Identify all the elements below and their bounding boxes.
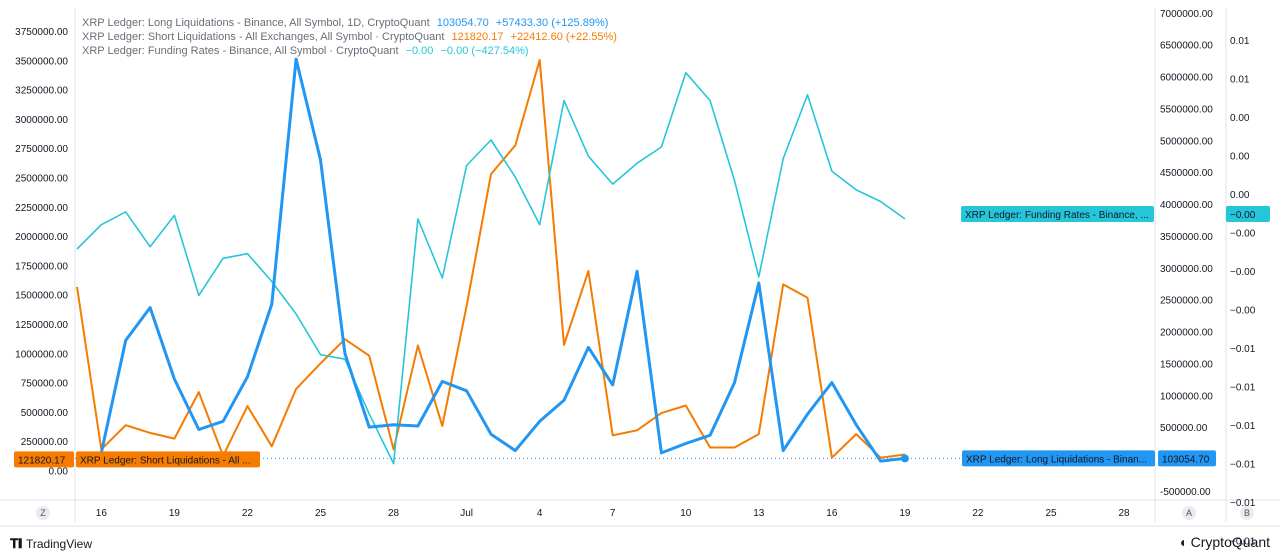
x-tick-label: 19 xyxy=(899,508,911,519)
right-axis-tick-label: −0.01 xyxy=(1230,460,1256,471)
right-axis-tick-label: 0.01 xyxy=(1230,75,1250,86)
zoom-reset-button[interactable]: Z xyxy=(36,506,50,520)
scale-b-button[interactable]: B xyxy=(1240,506,1254,520)
series-line-funding-rates xyxy=(76,71,906,465)
legend-short-liquidations: XRP Ledger: Short Liquidations - All Exc… xyxy=(82,30,617,44)
cryptoquant-logo: ◖ CryptoQuant xyxy=(1178,534,1270,550)
left-axis-tick-label: 250000.00 xyxy=(21,437,69,448)
right-axis-tick-label: −0.00 xyxy=(1230,229,1256,240)
legend-series-name: XRP Ledger: Long Liquidations - Binance,… xyxy=(82,17,430,29)
auto-scale-button[interactable]: A xyxy=(1182,506,1196,520)
x-tick-label: 10 xyxy=(680,508,692,519)
left-axis-tick-label: 2750000.00 xyxy=(15,144,68,155)
legend-series-value: 103054.70 xyxy=(436,17,489,29)
x-tick-label: 25 xyxy=(315,508,327,519)
legend-series-value: 121820.17 xyxy=(451,31,504,43)
middle-axis-tick-label: 3000000.00 xyxy=(1160,264,1213,275)
x-tick-label: 4 xyxy=(537,508,543,519)
tradingview-logo[interactable]: 𝐓❙ TradingView xyxy=(10,536,92,552)
middle-axis-tick-label: 2500000.00 xyxy=(1160,296,1213,307)
left-axis-tick-label: 3000000.00 xyxy=(15,115,68,126)
left-axis-tick-label: 1500000.00 xyxy=(15,291,68,302)
middle-axis-tick-label: 5500000.00 xyxy=(1160,104,1213,115)
right-axis-tick-label: −0.00 xyxy=(1230,267,1256,278)
chart-legend: XRP Ledger: Long Liquidations - Binance,… xyxy=(82,16,617,58)
x-tick-label: 16 xyxy=(96,508,108,519)
series-line-short-liquidations xyxy=(76,59,906,459)
legend-funding-rates: XRP Ledger: Funding Rates - Binance, All… xyxy=(82,44,617,58)
legend-series-change: +22412.60 (+22.55%) xyxy=(510,31,617,43)
x-tick-label: 28 xyxy=(388,508,400,519)
x-tick-label: 22 xyxy=(972,508,984,519)
legend-series-value: −0.00 xyxy=(405,45,434,57)
left-axis-tick-label: 500000.00 xyxy=(21,408,69,419)
middle-axis-tick-label: -500000.00 xyxy=(1160,487,1211,498)
right-axis-tick-label: −0.01 xyxy=(1230,383,1256,394)
middle-axis-tick-label: 3500000.00 xyxy=(1160,232,1213,243)
x-tick-label: 13 xyxy=(753,508,765,519)
long-last-point xyxy=(900,454,909,463)
left-axis-tick-label: 1000000.00 xyxy=(15,349,68,360)
x-tick-label: 16 xyxy=(826,508,838,519)
middle-axis-tick-label: 4500000.00 xyxy=(1160,168,1213,179)
long-last-value-badge-bg xyxy=(1158,450,1216,467)
right-axis-tick-label: 0.00 xyxy=(1230,113,1250,124)
cryptoquant-label: CryptoQuant xyxy=(1190,534,1270,550)
funding-series-tag: XRP Ledger: Funding Rates - Binance, ... xyxy=(965,210,1149,221)
short-last-value-badge-bg xyxy=(14,451,74,468)
right-axis-tick-label: 0.00 xyxy=(1230,152,1250,163)
right-axis-tick-label: −0.01 xyxy=(1230,498,1256,509)
left-axis-tick-label: 2000000.00 xyxy=(15,232,68,243)
left-axis-tick-label: 1250000.00 xyxy=(15,320,68,331)
left-axis-tick-label: 0.00 xyxy=(49,467,69,478)
funding-last-value-badge: −0.00 xyxy=(1230,210,1256,221)
series-line-long-liquidations xyxy=(99,57,906,463)
cryptoquant-icon: ◖ xyxy=(1178,534,1187,550)
x-tick-label: Jul xyxy=(460,508,473,519)
long-series-tag-bg xyxy=(962,450,1155,467)
short-series-tag: XRP Ledger: Short Liquidations - All ... xyxy=(80,455,250,466)
middle-axis-tick-label: 1000000.00 xyxy=(1160,391,1213,402)
right-axis-tick-label: −0.01 xyxy=(1230,421,1256,432)
x-tick-label: 25 xyxy=(1045,508,1057,519)
legend-series-change: +57433.30 (+125.89%) xyxy=(495,17,609,29)
right-axis-tick-label: −0.01 xyxy=(1230,537,1256,548)
short-series-tag-bg xyxy=(76,451,260,468)
right-axis-tick-label: 0.00 xyxy=(1230,190,1250,201)
middle-axis-tick-label: 2000000.00 xyxy=(1160,328,1213,339)
legend-series-change: −0.00 (−427.54%) xyxy=(440,45,529,57)
middle-axis-tick-label: 7000000.00 xyxy=(1160,9,1213,20)
middle-axis-tick-label: 6500000.00 xyxy=(1160,41,1213,52)
middle-axis-tick-label: 500000.00 xyxy=(1160,423,1208,434)
left-axis-tick-label: 2250000.00 xyxy=(15,203,68,214)
legend-series-name: XRP Ledger: Short Liquidations - All Exc… xyxy=(82,31,445,43)
tradingview-icon: 𝐓❙ xyxy=(10,536,22,551)
middle-axis-tick-label: 4000000.00 xyxy=(1160,200,1213,211)
legend-long-liquidations: XRP Ledger: Long Liquidations - Binance,… xyxy=(82,16,617,30)
legend-series-name: XRP Ledger: Funding Rates - Binance, All… xyxy=(82,45,399,57)
funding-series-tag-bg xyxy=(961,206,1154,222)
short-last-value-badge: 121820.17 xyxy=(18,455,66,466)
left-axis-tick-label: 3750000.00 xyxy=(15,27,68,38)
left-axis-tick-label: 750000.00 xyxy=(21,379,69,390)
funding-last-value-badge-bg xyxy=(1226,206,1270,222)
middle-axis-tick-label: 5000000.00 xyxy=(1160,136,1213,147)
left-axis-tick-label: 2500000.00 xyxy=(15,174,68,185)
right-axis-tick-label: −0.01 xyxy=(1230,344,1256,355)
long-last-value-badge: 103054.70 xyxy=(1162,454,1210,465)
left-axis-tick-label: 3500000.00 xyxy=(15,56,68,67)
x-tick-label: 7 xyxy=(610,508,616,519)
right-axis-tick-label: 0.01 xyxy=(1230,36,1250,47)
middle-axis-tick-label: 1500000.00 xyxy=(1160,359,1213,370)
left-axis-tick-label: 1750000.00 xyxy=(15,261,68,272)
long-series-tag: XRP Ledger: Long Liquidations - Binan... xyxy=(966,454,1147,465)
right-axis-tick-label: −0.00 xyxy=(1230,306,1256,317)
left-axis-tick-label: 3250000.00 xyxy=(15,86,68,97)
middle-axis-tick-label: 6000000.00 xyxy=(1160,73,1213,84)
x-tick-label: 22 xyxy=(242,508,254,519)
x-tick-label: 19 xyxy=(169,508,181,519)
x-tick-label: 28 xyxy=(1118,508,1130,519)
tradingview-label: TradingView xyxy=(25,537,93,551)
